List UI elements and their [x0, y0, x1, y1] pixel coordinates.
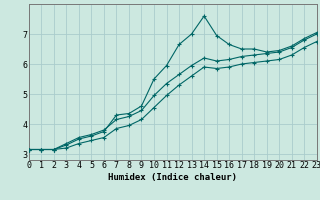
X-axis label: Humidex (Indice chaleur): Humidex (Indice chaleur) — [108, 173, 237, 182]
